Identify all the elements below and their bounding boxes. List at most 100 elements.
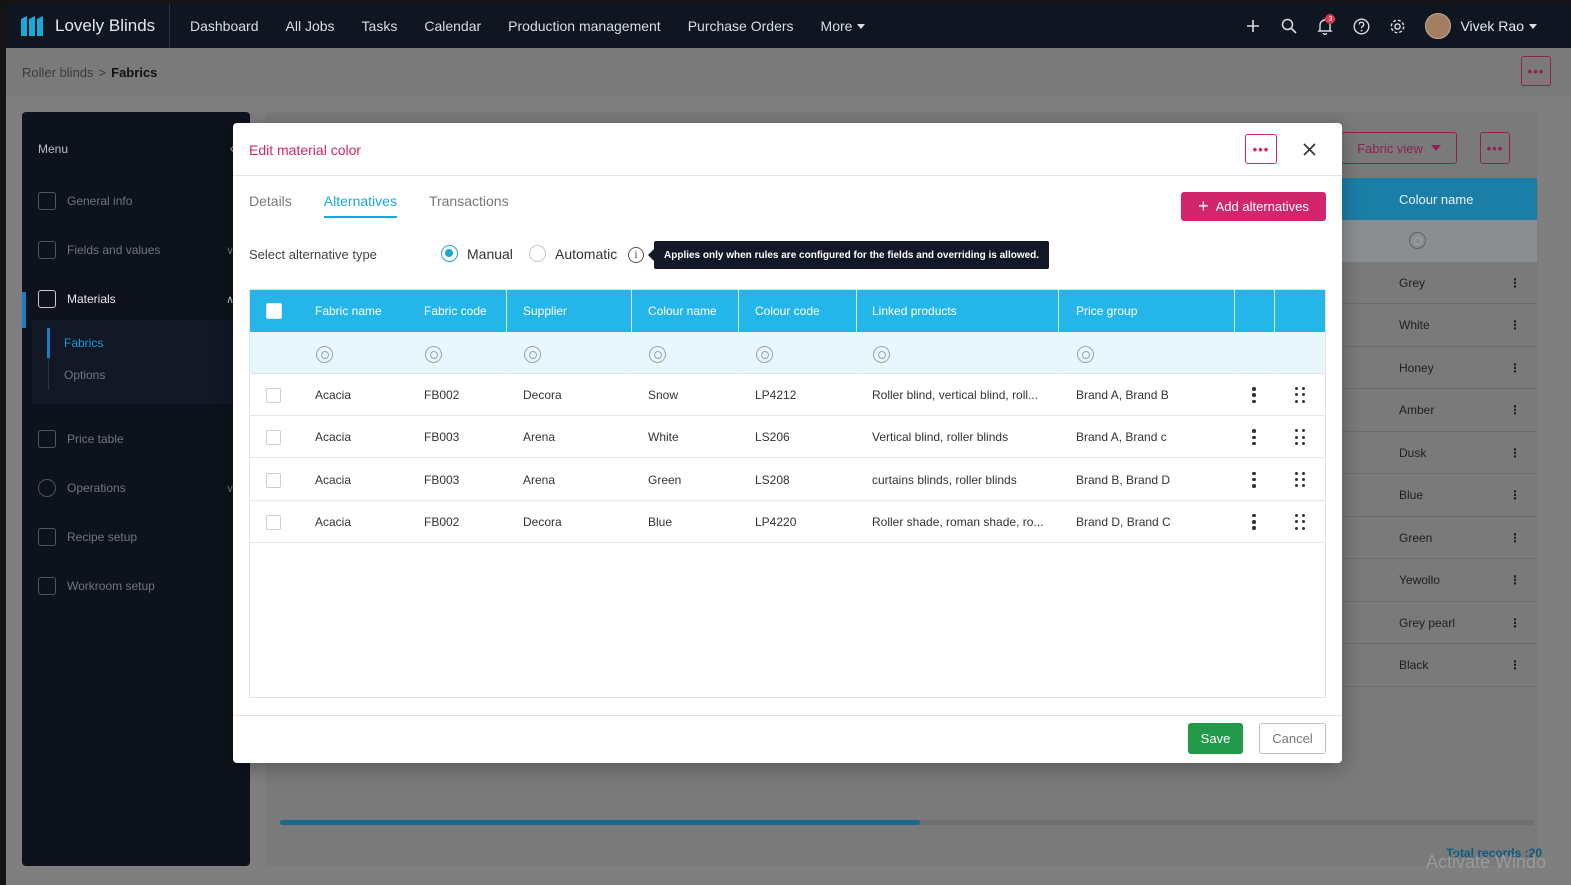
sidebar-item-workroom-setup[interactable]: Workroom setup (38, 577, 234, 595)
sidebar-item-label: General info (67, 194, 133, 208)
bell-icon[interactable]: 3 (1307, 4, 1343, 48)
bg-table-row[interactable]: Grey ⋮ (1341, 262, 1537, 304)
row-checkbox[interactable] (266, 514, 281, 530)
more-vertical-icon[interactable]: ⋮ (1509, 488, 1521, 502)
sidebar-item-price-table[interactable]: Price table (38, 430, 234, 448)
more-vertical-icon[interactable] (1252, 513, 1256, 530)
bg-table-row[interactable]: Honey ⋮ (1341, 347, 1537, 389)
close-icon[interactable] (1297, 137, 1321, 161)
sidebar-subitem-fabrics[interactable]: Fabrics (64, 336, 104, 350)
nav-all-jobs[interactable]: All Jobs (285, 18, 335, 34)
sidebar-subitem-options[interactable]: Options (64, 368, 106, 382)
materials-submenu: Fabrics Options (32, 320, 250, 404)
table-row[interactable]: Acacia FB002 Decora Snow LP4212 Roller blind,… (250, 374, 1325, 416)
bg-table-row[interactable]: Green ⋮ (1341, 517, 1537, 559)
bg-table-row[interactable]: Amber ⋮ (1341, 390, 1537, 432)
search-icon[interactable] (524, 346, 541, 363)
tab-details[interactable]: Details (249, 193, 292, 209)
nav-production-management[interactable]: Production management (508, 18, 661, 34)
help-icon[interactable] (1343, 4, 1379, 48)
more-vertical-icon[interactable]: ⋮ (1509, 658, 1521, 672)
info-icon[interactable]: i (628, 247, 644, 263)
table-row[interactable]: Acacia FB003 Arena Green LS208 curtains blind… (250, 459, 1325, 501)
user-menu[interactable]: Vivek Rao (1415, 13, 1571, 39)
breadcrumb-parent[interactable]: Roller blinds (22, 64, 94, 80)
search-icon[interactable] (649, 346, 666, 363)
column-colour-code[interactable]: Colour code (755, 304, 820, 318)
drag-handle-icon[interactable] (1295, 387, 1305, 403)
table-row[interactable]: Acacia FB002 Decora Blue LP4220 Roller shade,… (250, 501, 1325, 543)
cancel-button[interactable]: Cancel (1259, 723, 1326, 754)
app-logo[interactable]: Lovely Blinds (6, 4, 170, 48)
tab-transactions[interactable]: Transactions (428, 193, 509, 209)
search-icon[interactable] (1409, 232, 1426, 249)
column-price-group[interactable]: Price group (1076, 304, 1138, 318)
modal-more-button[interactable]: ••• (1245, 134, 1277, 164)
nav-tasks[interactable]: Tasks (361, 18, 398, 34)
search-icon[interactable] (1271, 4, 1307, 48)
column-supplier[interactable]: Supplier (523, 304, 568, 318)
nav-more[interactable]: More (821, 18, 866, 34)
cell-supplier: Arena (523, 472, 556, 487)
search-icon[interactable] (756, 346, 773, 363)
more-vertical-icon[interactable]: ⋮ (1509, 615, 1521, 630)
drag-handle-icon[interactable] (1295, 429, 1305, 445)
drag-handle-icon[interactable] (1295, 513, 1305, 530)
row-checkbox[interactable] (266, 472, 281, 488)
submenu-active-indicator (47, 328, 50, 358)
sidebar-item-general-info[interactable]: General info (38, 192, 234, 210)
more-vertical-icon[interactable]: ⋮ (1509, 573, 1521, 587)
sidebar-item-operations[interactable]: Operations ∨ (38, 479, 234, 497)
search-icon[interactable] (316, 346, 333, 363)
more-vertical-icon[interactable]: ⋮ (1509, 530, 1521, 545)
fabric-view-dropdown[interactable]: Fabric view (1341, 132, 1457, 164)
radio-manual[interactable]: Manual (441, 245, 513, 262)
search-icon[interactable] (1077, 346, 1094, 363)
nav-purchase-orders[interactable]: Purchase Orders (687, 18, 794, 34)
bg-table-row[interactable]: Blue ⋮ (1341, 475, 1537, 517)
more-vertical-icon[interactable] (1252, 387, 1256, 403)
tab-alternatives[interactable]: Alternatives (323, 193, 397, 218)
drag-handle-icon[interactable] (1295, 471, 1305, 488)
table-row[interactable]: Acacia FB003 Arena White LS206 Vertical blind… (250, 416, 1325, 459)
horizontal-scrollbar[interactable] (280, 820, 1534, 825)
sidebar-item-materials[interactable]: Materials ∧ (38, 290, 234, 308)
cell-fabric-code: FB003 (424, 472, 460, 487)
more-vertical-icon[interactable]: ⋮ (1509, 275, 1521, 290)
page-more-button[interactable]: ••• (1521, 56, 1551, 86)
more-vertical-icon[interactable]: ⋮ (1509, 360, 1521, 375)
gear-icon[interactable] (1379, 4, 1415, 48)
more-vertical-icon[interactable]: ⋮ (1509, 403, 1521, 417)
activate-windows-watermark: Activate Windo (1426, 852, 1547, 872)
bg-table-row[interactable]: Dusk ⋮ (1341, 432, 1537, 474)
radio-automatic[interactable]: Automatic (529, 245, 617, 262)
select-all-checkbox[interactable] (266, 303, 282, 319)
search-icon[interactable] (425, 346, 442, 363)
scrollbar-thumb[interactable] (280, 820, 920, 825)
add-alternatives-button[interactable]: + Add alternatives (1181, 192, 1326, 221)
more-vertical-icon[interactable] (1252, 471, 1256, 488)
column-fabric-code[interactable]: Fabric code (424, 304, 487, 318)
bg-table-row[interactable]: Black ⋮ (1341, 645, 1537, 687)
column-fabric-name[interactable]: Fabric name (315, 304, 382, 318)
more-vertical-icon[interactable] (1252, 429, 1256, 446)
bg-table-row[interactable]: White ⋮ (1341, 305, 1537, 347)
bg-colour-name: Dusk (1399, 445, 1427, 460)
panel-more-button[interactable]: ••• (1480, 132, 1510, 164)
save-button[interactable]: Save (1188, 723, 1243, 754)
sidebar-item-fields-and-values[interactable]: Fields and values ∨ (38, 241, 234, 259)
nav-dashboard[interactable]: Dashboard (190, 18, 259, 34)
row-checkbox[interactable] (266, 430, 281, 446)
sidebar-item-recipe-setup[interactable]: Recipe setup (38, 528, 234, 546)
row-checkbox[interactable] (266, 388, 281, 403)
bg-table-row[interactable]: Grey pearl ⋮ (1341, 602, 1537, 644)
column-linked-products[interactable]: Linked products (872, 304, 957, 318)
more-vertical-icon[interactable]: ⋮ (1509, 445, 1521, 460)
search-icon[interactable] (873, 346, 890, 363)
column-colour-name[interactable]: Colour name (648, 304, 717, 318)
layers-icon (38, 290, 56, 308)
bg-table-row[interactable]: Yewollo ⋮ (1341, 560, 1537, 602)
more-vertical-icon[interactable]: ⋮ (1509, 318, 1521, 332)
add-icon[interactable] (1235, 4, 1271, 48)
nav-calendar[interactable]: Calendar (424, 18, 482, 34)
